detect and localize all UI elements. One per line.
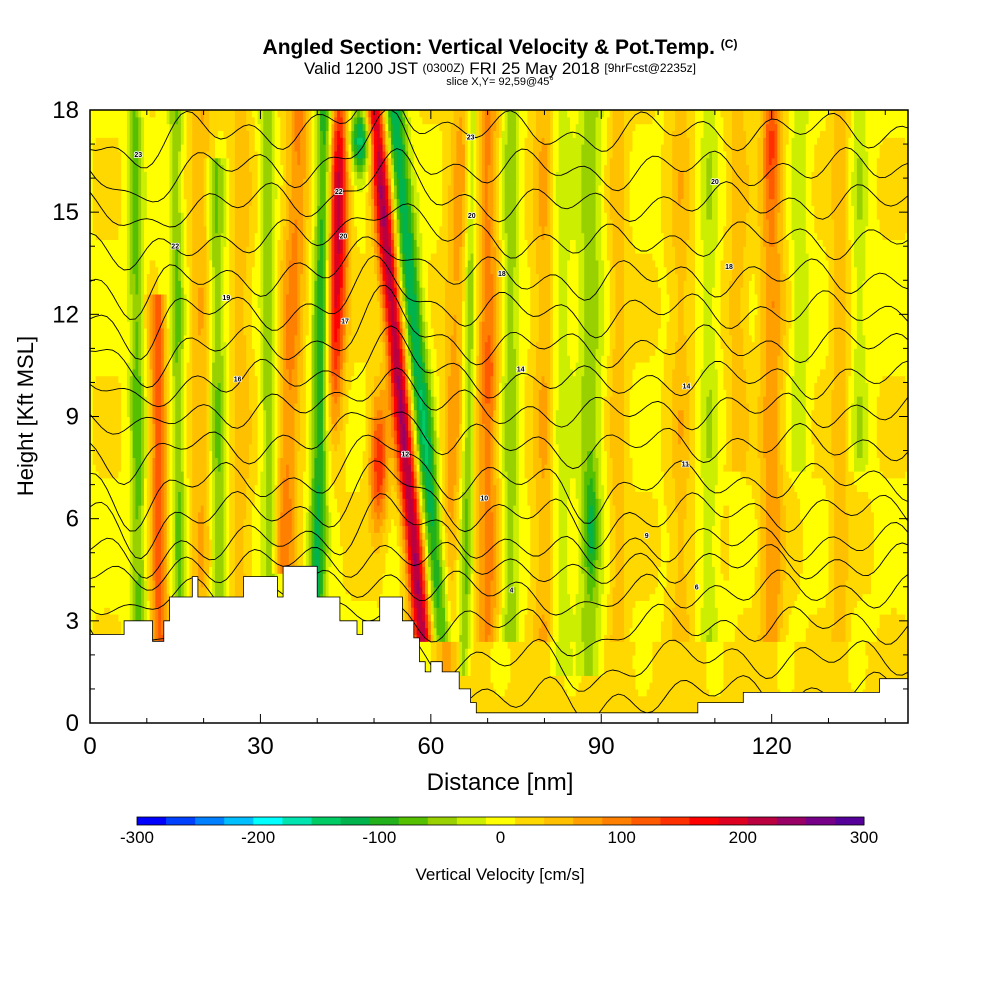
colorbar-swatch: [718, 817, 749, 825]
valid-time: Valid 1200 JST: [304, 59, 418, 78]
colorbar-swatch: [485, 817, 516, 825]
contour-label: 6: [695, 584, 699, 591]
y-tick-label: 18: [52, 97, 79, 124]
colorbar-frame: [136, 816, 865, 826]
x-axis-label: Distance [nm]: [427, 769, 574, 796]
theta-contour: [90, 284, 908, 389]
colorbar-swatch: [398, 817, 429, 825]
contour-label: 20: [339, 234, 347, 241]
contour-label: 4: [510, 588, 514, 595]
terrain-mask: [90, 565, 908, 723]
colorbar-tick-label: 100: [607, 828, 635, 847]
colorbar-swatch: [689, 817, 720, 825]
chart-title: Angled Section: Vertical Velocity & Pot.…: [0, 36, 1000, 60]
colorbar-swatch: [166, 817, 196, 825]
contour-labels: 23 22 19 16 22 20 17 12 23 20 18 14 10 4 20 18 14 11 9 6: [134, 134, 734, 596]
theta-contour: [90, 110, 908, 203]
colorbar-tick-label: -300: [120, 828, 154, 847]
chart-title-text: Angled Section: Vertical Velocity & Pot.…: [262, 36, 715, 59]
contour-label: 18: [725, 264, 733, 271]
colorbar-swatch: [340, 817, 371, 825]
colorbar-swatch: [544, 817, 574, 825]
colorbar-swatch: [573, 817, 603, 825]
y-axis-label: Height [Kft MSL]: [13, 336, 38, 496]
theta-contour: [90, 541, 908, 591]
theta-contour: [90, 148, 908, 228]
valid-date: FRI 25 May 2018: [469, 59, 600, 78]
colorbar-swatch: [137, 817, 167, 825]
colorbar-label: Vertical Velocity [cm/s]: [415, 865, 584, 884]
colorbar-swatch: [224, 817, 254, 825]
colorbar-swatch: [195, 817, 225, 825]
colorbar-swatch: [602, 817, 632, 825]
contour-label: 14: [517, 366, 525, 373]
contour-label: 22: [335, 189, 343, 196]
x-tick-label: 120: [752, 733, 792, 760]
colorbar-tick-label: 300: [850, 828, 878, 847]
colorbar-swatch: [253, 817, 283, 825]
x-tick-label: 0: [83, 733, 96, 760]
colorbar-swatch: [631, 817, 661, 825]
contour-label: 23: [134, 152, 142, 159]
colorbar-swatch: [456, 817, 487, 825]
x-tick-label: 60: [417, 733, 444, 760]
contour-label: 16: [234, 377, 242, 384]
colorbar-swatch: [805, 817, 836, 825]
y-tick-label: 9: [66, 404, 79, 431]
contour-label: 23: [467, 135, 475, 142]
colorbar-swatch: [311, 817, 342, 825]
contour-label: 12: [401, 451, 409, 458]
colorbar-swatch: [776, 817, 807, 825]
contour-label: 10: [480, 496, 488, 503]
axes: 0 30 60 90 120 0 3 6 9 12 15 18: [52, 97, 908, 760]
colorbar-tick-label: -200: [241, 828, 275, 847]
theta-contour: [90, 493, 908, 579]
theta-contour: [90, 460, 908, 560]
contour-label: 20: [468, 213, 476, 220]
colorbar-swatch: [427, 817, 458, 825]
theta-contour: [90, 367, 908, 435]
contour-label: 9: [645, 533, 649, 540]
y-tick-label: 12: [52, 301, 79, 328]
contour-label: 22: [171, 244, 179, 251]
colorbar-swatch: [282, 817, 312, 825]
y-tick-label: 3: [66, 608, 79, 635]
y-tick-label: 6: [66, 506, 79, 533]
colorbar-swatch: [515, 817, 545, 825]
colorbar: -300 -200 -100 0 100 200 300: [120, 816, 878, 847]
colorbar-tick-label: -100: [362, 828, 396, 847]
contour-label: 11: [682, 462, 690, 469]
terrain-profile: [90, 565, 908, 723]
y-tick-label: 0: [66, 710, 79, 737]
contour-label: 19: [222, 295, 230, 302]
x-tick-label: 30: [247, 733, 274, 760]
y-tick-label: 15: [52, 199, 79, 226]
colorbar-swatch: [660, 817, 691, 825]
theta-contour: [90, 325, 908, 408]
valid-time-line: Valid 1200 JST (0300Z) FRI 25 May 2018 […: [0, 59, 1000, 79]
title-unit: (C): [720, 37, 738, 51]
colorbar-swatch: [369, 817, 400, 825]
contour-label: 20: [711, 179, 719, 186]
x-tick-label: 90: [588, 733, 615, 760]
colorbar-tick-label: 0: [496, 828, 505, 847]
theta-contour: [90, 203, 908, 271]
colorbar-swatch: [747, 817, 778, 825]
colorbar-tick-label: 200: [729, 828, 757, 847]
theta-contour: [90, 255, 908, 360]
colorbar-swatch: [834, 817, 865, 825]
theta-contour: [90, 236, 908, 320]
contour-label: 14: [683, 383, 691, 390]
contour-label: 17: [341, 319, 349, 326]
theta-contour: [90, 434, 908, 532]
forecast-info: [9hrFcst@2235z]: [604, 61, 696, 75]
contour-label: 18: [498, 271, 506, 278]
theta-contour: [90, 411, 908, 486]
valid-utc: (0300Z): [422, 61, 465, 75]
slice-info: slice X,Y= 92,59@45°: [446, 76, 554, 88]
